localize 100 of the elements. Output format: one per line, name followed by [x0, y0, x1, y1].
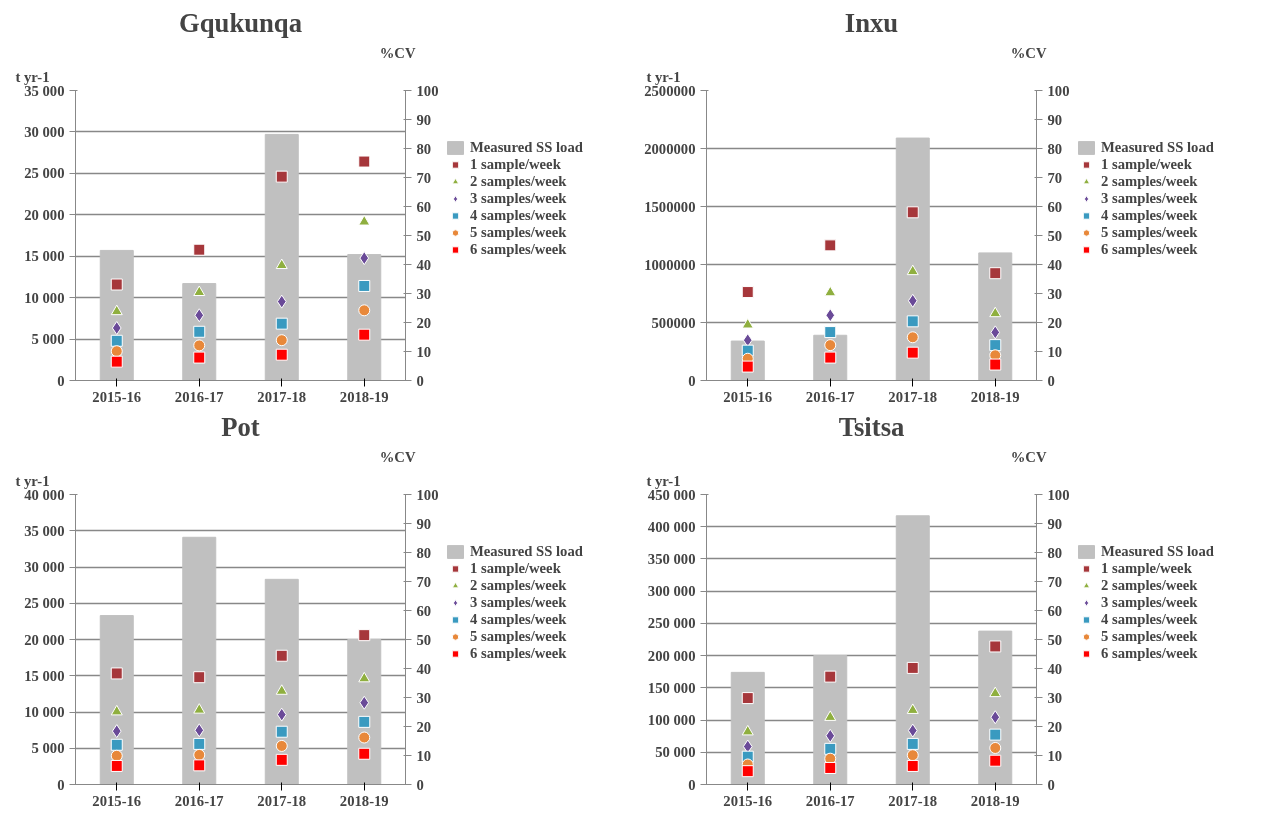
legend-label: 4 samples/week [1101, 206, 1198, 224]
point [110, 304, 123, 316]
x-tick-label: 2018-19 [339, 792, 389, 809]
point [275, 334, 288, 347]
y-tick-label: 30 000 [24, 559, 65, 575]
point [741, 765, 754, 778]
point [824, 339, 837, 352]
point [824, 239, 837, 252]
point [359, 695, 370, 710]
y-tick-label: 150 000 [647, 679, 696, 696]
y2-tick-label: 10 [1047, 343, 1063, 360]
legend-label: 4 samples/week [470, 206, 567, 224]
chart-title: Gqukunqa [178, 7, 303, 38]
y2-tick-label: 80 [1047, 544, 1063, 561]
legend-label: 3 samples/week [470, 593, 567, 611]
y2-tick-label: 20 [1047, 718, 1063, 735]
point [906, 346, 919, 359]
point [275, 170, 288, 183]
x-tick-label: 2017-18 [257, 388, 307, 405]
bar [182, 536, 217, 785]
y2-tick-label: 100 [416, 82, 439, 99]
y-tick-label: 0 [57, 776, 65, 793]
legend-label: 2 samples/week [470, 172, 567, 190]
point [825, 308, 836, 323]
legend-label: Measured SS load [470, 542, 583, 560]
legend-label: 2 samples/week [470, 576, 567, 594]
point [111, 321, 122, 336]
y2-tick-label: 50 [416, 227, 432, 244]
x-tick-label: 2017-18 [257, 792, 307, 809]
legend-label: 4 samples/week [470, 610, 567, 628]
y2-tick-label: 0 [1047, 372, 1055, 389]
point [275, 317, 288, 330]
y2-tick-label: 0 [416, 372, 424, 389]
legend-label: 3 samples/week [1101, 189, 1198, 207]
legend-label: 5 samples/week [470, 223, 567, 241]
point [989, 339, 1002, 352]
y2-tick-label: 30 [1047, 285, 1063, 302]
legend-label: 2 samples/week [1101, 172, 1198, 190]
legend-label: 6 samples/week [470, 240, 567, 258]
legend-label: 5 samples/week [1101, 223, 1198, 241]
y2-tick-label: 70 [416, 169, 432, 186]
y-tick-label: 2000000 [644, 140, 696, 157]
y2-tick-label: 30 [416, 689, 432, 706]
y-axis-title: t yr-1 [15, 68, 50, 85]
y2-tick-label: 10 [416, 747, 432, 764]
y2-tick-label: 0 [1047, 776, 1055, 793]
point [359, 251, 370, 266]
y-tick-label: 1000000 [644, 256, 696, 273]
point [741, 692, 754, 705]
point [906, 315, 919, 328]
y2-tick-label: 40 [416, 256, 432, 273]
y-tick-label: 35 000 [24, 522, 65, 539]
y-tick-label: 15 000 [24, 248, 65, 265]
point [989, 267, 1002, 280]
y2-axis-title: %CV [1010, 448, 1047, 465]
y2-tick-label: 90 [416, 111, 432, 128]
y2-tick-label: 40 [1047, 256, 1063, 273]
point [193, 703, 206, 714]
point [193, 325, 206, 338]
y-tick-label: 25 000 [24, 595, 65, 612]
y2-tick-label: 80 [416, 140, 432, 157]
y2-tick-label: 20 [1047, 314, 1063, 331]
point [824, 742, 837, 755]
chart-title: Tsitsa [838, 411, 905, 442]
x-tick-label: 2016-17 [174, 792, 224, 809]
x-tick-label: 2018-19 [339, 388, 389, 405]
point [989, 728, 1002, 741]
point [990, 710, 1001, 725]
y-axis-title: t yr-1 [646, 472, 681, 489]
point [110, 759, 123, 772]
y2-tick-label: 100 [1047, 82, 1070, 99]
point [193, 737, 206, 750]
x-tick-label: 2018-19 [970, 792, 1020, 809]
point [275, 684, 288, 695]
point [824, 326, 837, 339]
y2-tick-label: 30 [416, 285, 432, 302]
chart-title: Inxu [844, 7, 899, 38]
point [358, 731, 371, 744]
point [989, 741, 1002, 754]
point [110, 667, 123, 680]
x-tick-label: 2016-17 [805, 388, 855, 405]
y2-axis-title: %CV [379, 44, 416, 61]
point [907, 723, 918, 738]
chart-title: Pot [221, 411, 260, 442]
point [989, 306, 1002, 318]
point [824, 761, 837, 774]
y-tick-label: 0 [57, 372, 65, 389]
point [193, 285, 206, 297]
legend-label: 3 samples/week [470, 189, 567, 207]
legend-label: Measured SS load [470, 138, 583, 156]
y-tick-label: 15 000 [24, 667, 65, 684]
legend-label: Measured SS load [1101, 542, 1214, 560]
point [110, 334, 123, 347]
point [358, 328, 371, 341]
point [194, 723, 205, 738]
point [193, 339, 206, 352]
y-tick-label: 5 000 [31, 740, 65, 757]
y-tick-label: 10 000 [24, 289, 65, 306]
point [742, 739, 753, 754]
x-tick-label: 2018-19 [970, 388, 1020, 405]
